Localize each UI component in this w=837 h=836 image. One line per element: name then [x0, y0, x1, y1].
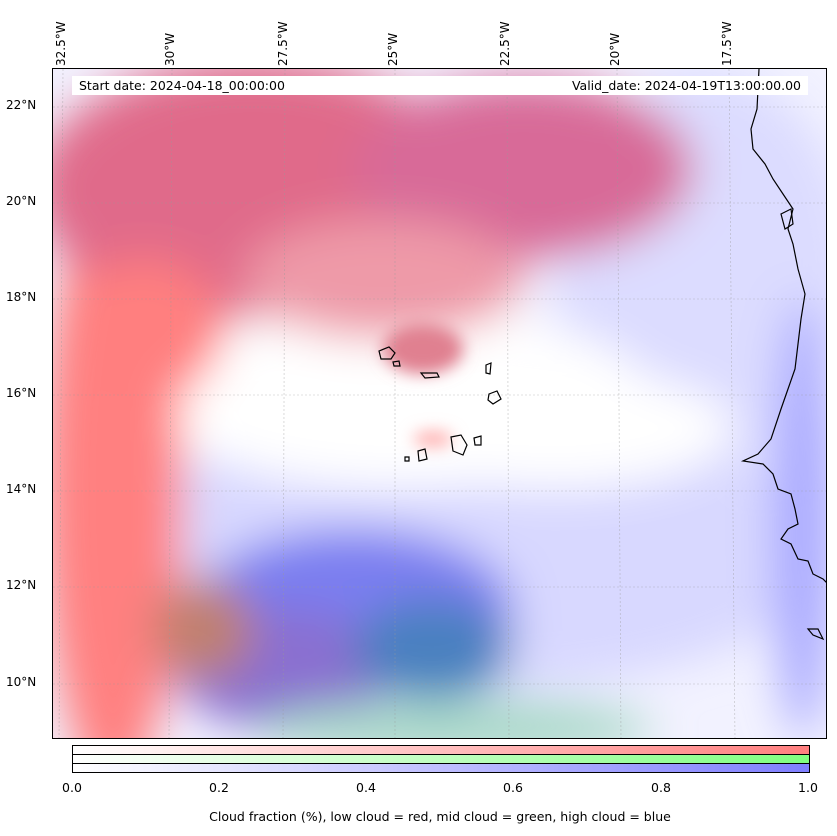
lon-label: 32.5°W	[54, 21, 68, 66]
cloud-field	[53, 69, 826, 738]
colorbar-tick: 0.8	[651, 780, 671, 795]
lon-label: 17.5°W	[720, 21, 734, 66]
cloud-map[interactable]	[52, 68, 827, 739]
lon-label: 20°W	[608, 32, 622, 66]
date-info-bar: Start date: 2024-04-18_00:00:00 Valid_da…	[72, 76, 808, 95]
lat-label: 14°N	[6, 482, 37, 496]
lat-label: 10°N	[6, 675, 37, 689]
lon-label: 22.5°W	[498, 21, 512, 66]
lat-label: 22°N	[6, 98, 37, 112]
lon-label: 30°W	[163, 32, 177, 66]
colorbar-tick: 0.4	[356, 780, 376, 795]
lon-label: 25°W	[386, 32, 400, 66]
colorbar-label: Cloud fraction (%), low cloud = red, mid…	[209, 809, 671, 824]
lat-label: 20°N	[6, 194, 37, 208]
colorbar-tick: 1.0	[798, 780, 818, 795]
valid-date: Valid_date: 2024-04-19T13:00:00.00	[571, 78, 801, 93]
colorbar-tick: 0.2	[209, 780, 229, 795]
colorbar-high-cloud	[72, 763, 810, 773]
lat-label: 16°N	[6, 386, 37, 400]
cape-verde-islands	[378, 346, 502, 462]
coastline	[740, 69, 826, 641]
colorbar-tick: 0.6	[503, 780, 523, 795]
lat-label: 18°N	[6, 290, 37, 304]
lat-label: 12°N	[6, 578, 37, 592]
lon-label: 27.5°W	[276, 21, 290, 66]
start-date: Start date: 2024-04-18_00:00:00	[79, 78, 285, 93]
colorbar-tick: 0.0	[62, 780, 82, 795]
